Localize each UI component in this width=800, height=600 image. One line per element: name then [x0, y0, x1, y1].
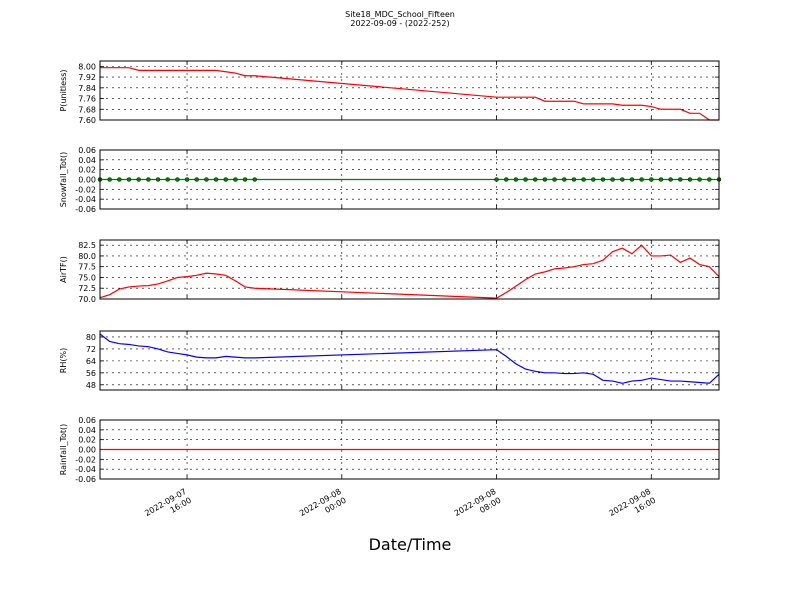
x-axis-label: Date/Time: [369, 535, 452, 554]
y-tick-label: 82.5: [78, 241, 96, 250]
y-tick-label: -0.04: [75, 465, 96, 474]
y-axis-label: P(unitless): [59, 69, 68, 111]
series-marker: [233, 177, 238, 182]
y-axis-label: RH(%): [59, 348, 68, 373]
y-tick-label: 72.5: [78, 284, 96, 293]
series-marker: [252, 177, 257, 182]
y-tick-label: 0.06: [78, 416, 96, 425]
series-marker: [562, 177, 567, 182]
y-tick-label: 80: [86, 333, 96, 342]
series-marker: [136, 177, 141, 182]
y-tick-label: 7.60: [78, 116, 96, 125]
series-marker: [600, 177, 606, 182]
y-tick-label: -0.04: [75, 195, 96, 204]
series-marker: [242, 177, 248, 182]
y-tick-label: 7.84: [78, 84, 96, 93]
series-marker: [668, 177, 673, 182]
series-marker: [610, 177, 615, 182]
series-marker: [204, 177, 209, 182]
y-tick-label: 77.5: [78, 263, 96, 272]
series-marker: [146, 177, 151, 182]
series-marker: [213, 177, 219, 182]
y-tick-label: 0.06: [78, 146, 96, 155]
series-line: [99, 333, 720, 384]
series-marker: [107, 177, 112, 182]
series-line: [100, 67, 719, 121]
y-tick-label: 7.68: [78, 105, 96, 114]
y-tick-label: 0.04: [78, 426, 96, 435]
series-marker: [620, 177, 625, 182]
series-marker: [552, 177, 557, 182]
y-tick-label: 64: [86, 357, 96, 366]
y-axis-label: Snowfall_Tot(): [59, 152, 68, 208]
series-marker: [697, 177, 702, 182]
y-tick-label: 7.92: [78, 73, 96, 82]
y-tick-label: 0.00: [78, 176, 96, 185]
y-tick-label: 72: [86, 345, 96, 354]
y-tick-label: 8.00: [78, 62, 96, 71]
series-marker: [504, 177, 509, 182]
series-marker: [513, 177, 519, 182]
y-tick-label: 80.0: [78, 252, 96, 261]
axes-frame: [99, 60, 720, 121]
y-tick-label: 70.0: [78, 295, 96, 304]
y-tick-label: 0.04: [78, 156, 96, 165]
series-marker: [639, 177, 644, 182]
series-marker: [629, 177, 635, 182]
y-tick-label: 75.0: [78, 273, 96, 282]
series-marker: [591, 177, 596, 182]
series-marker: [126, 177, 132, 182]
series-marker: [649, 177, 654, 182]
series-marker: [542, 177, 548, 182]
y-tick-label: 56: [86, 369, 96, 378]
y-tick-label: -0.02: [75, 455, 96, 464]
axes-frame: [99, 149, 720, 210]
y-tick-label: 0.00: [78, 446, 96, 455]
y-tick-label: 48: [86, 381, 96, 390]
series-marker: [523, 177, 528, 182]
series-marker: [707, 177, 712, 182]
series-line: [99, 244, 720, 299]
y-tick-label: -0.02: [75, 185, 96, 194]
y-axis-label: Rainfall_Tot(): [59, 424, 68, 476]
figure-subtitle: 2022-09-09 - (2022-252): [350, 19, 449, 28]
series-marker: [494, 177, 499, 182]
y-tick-label: 0.02: [78, 436, 96, 445]
figure-title: Site18_MDC_School_Fifteen: [345, 10, 455, 19]
y-tick-label: -0.06: [75, 205, 96, 214]
series-marker: [175, 177, 180, 182]
series-marker: [184, 177, 190, 182]
series-marker: [658, 177, 664, 182]
series-marker: [155, 177, 161, 182]
series-marker: [533, 177, 538, 182]
y-tick-label: -0.06: [75, 475, 96, 484]
y-tick-label: 7.76: [78, 95, 96, 104]
series-marker: [117, 177, 122, 182]
series-marker: [223, 177, 228, 182]
series-marker: [194, 177, 199, 182]
y-tick-label: 0.02: [78, 166, 96, 175]
axes-frame: [99, 419, 720, 480]
series-marker: [571, 177, 577, 182]
series-marker: [581, 177, 586, 182]
axes-frame: [99, 239, 720, 300]
series-marker: [165, 177, 170, 182]
series-marker: [678, 177, 683, 182]
axes-frame: [99, 330, 720, 391]
series-marker: [687, 177, 693, 182]
y-axis-label: AirTF(): [59, 256, 68, 283]
